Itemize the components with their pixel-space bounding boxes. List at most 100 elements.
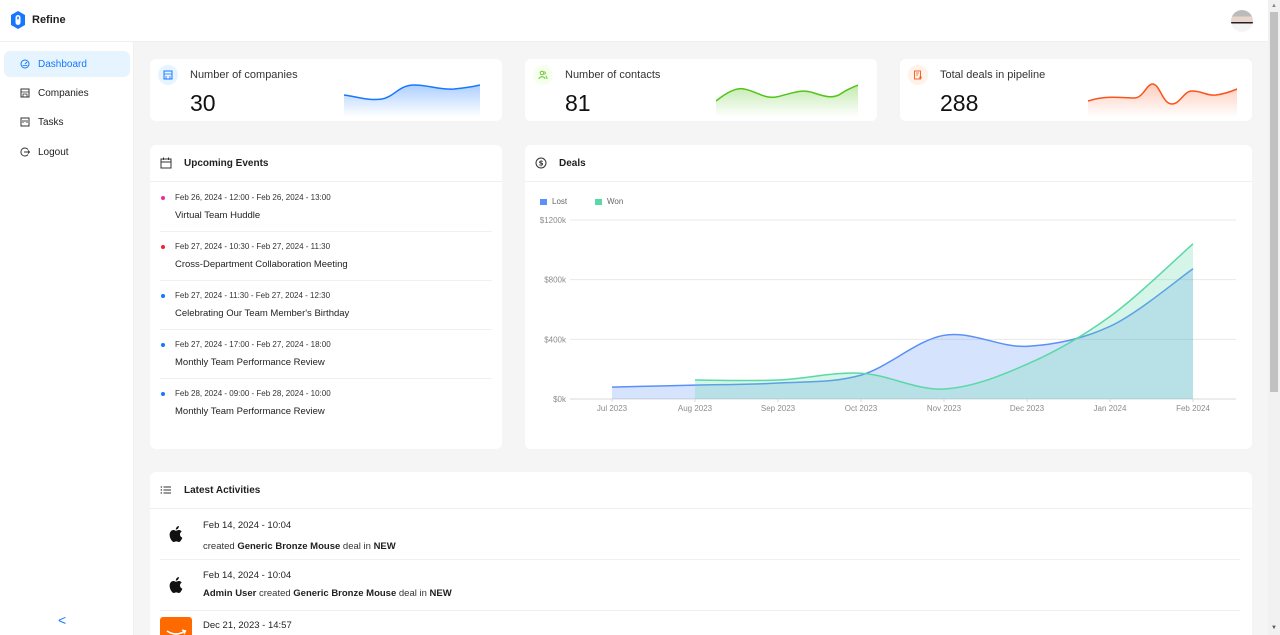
sidebar-item-label: Dashboard xyxy=(38,58,87,70)
svg-text:Oct 2023: Oct 2023 xyxy=(845,404,878,413)
activity-item[interactable]: Feb 14, 2024 - 10:04 Admin User created … xyxy=(160,561,1240,611)
event-date: Feb 27, 2024 - 10:30 - Feb 27, 2024 - 11… xyxy=(175,242,331,251)
event-color-dot xyxy=(161,245,165,249)
shop-icon xyxy=(158,65,178,85)
svg-text:Dec 2023: Dec 2023 xyxy=(1010,404,1045,413)
activity-date: Dec 21, 2023 - 14:57 xyxy=(203,620,292,631)
sidebar-item-tasks[interactable]: Tasks xyxy=(4,109,130,135)
activity-stage: NEW xyxy=(373,541,396,552)
legend-label: Won xyxy=(607,197,624,206)
event-color-dot xyxy=(161,392,165,396)
shop-icon xyxy=(20,88,30,98)
card-title: Deals xyxy=(559,157,586,169)
event-color-dot xyxy=(161,196,165,200)
kpi-value: 30 xyxy=(190,90,216,116)
logout-icon xyxy=(20,147,30,157)
deals-card: $ Deals Lost Won $0k $400k $800k $1200k Jul … xyxy=(525,145,1252,449)
user-avatar[interactable] xyxy=(1231,10,1253,32)
legend-item-won[interactable]: Won xyxy=(595,197,623,206)
svg-text:Jan 2024: Jan 2024 xyxy=(1094,404,1127,413)
sidebar-collapse-button[interactable]: < xyxy=(58,612,67,628)
activity-date: Feb 14, 2024 - 10:04 xyxy=(203,520,292,531)
scroll-down-arrow-icon[interactable]: ▼ xyxy=(1271,625,1277,631)
sidebar-item-label: Logout xyxy=(38,146,69,158)
event-item[interactable]: Feb 26, 2024 - 12:00 - Feb 26, 2024 - 13… xyxy=(160,183,492,232)
scrollbar-thumb[interactable] xyxy=(1270,12,1278,392)
kpi-card-deals: Total deals in pipeline 288 xyxy=(900,59,1252,121)
svg-text:Feb 2024: Feb 2024 xyxy=(1176,404,1210,413)
kpi-card-companies: Number of companies 30 xyxy=(150,59,502,121)
activity-deal: Generic Bronze Mouse xyxy=(293,588,397,599)
svg-text:$400k: $400k xyxy=(544,335,567,344)
activity-item[interactable]: Feb 14, 2024 - 10:04 created Generic Bro… xyxy=(160,510,1240,560)
svg-text:$0k: $0k xyxy=(553,395,567,404)
activity-verb: created xyxy=(258,588,291,599)
activity-item[interactable]: Dec 21, 2023 - 14:57 xyxy=(160,610,1240,635)
event-color-dot xyxy=(161,343,165,347)
event-item[interactable]: Feb 27, 2024 - 11:30 - Feb 27, 2024 - 12… xyxy=(160,281,492,330)
legend-item-lost[interactable]: Lost xyxy=(540,197,567,206)
event-title: Virtual Team Huddle xyxy=(175,210,261,221)
card-header: Upcoming Events xyxy=(150,145,502,182)
calendar-icon xyxy=(160,157,172,169)
event-title: Cross-Department Collaboration Meeting xyxy=(175,259,348,270)
team-icon xyxy=(533,65,553,85)
activity-text: Admin User created Generic Bronze Mouse … xyxy=(203,588,452,599)
upcoming-events-card: Upcoming Events Feb 26, 2024 - 12:00 - F… xyxy=(150,145,502,449)
kpi-value: 288 xyxy=(940,90,979,116)
svg-text:$1200k: $1200k xyxy=(540,216,567,225)
latest-activities-card: Latest Activities Feb 14, 2024 - 10:04 c… xyxy=(150,472,1252,635)
svg-text:$800k: $800k xyxy=(544,276,567,285)
apple-logo-icon xyxy=(166,522,188,546)
legend-swatch xyxy=(595,198,602,205)
sidebar: Dashboard Companies Tasks Logout < xyxy=(0,42,134,635)
card-header: Latest Activities xyxy=(150,472,1252,509)
event-date: Feb 27, 2024 - 17:00 - Feb 27, 2024 - 18… xyxy=(175,340,331,349)
refine-logo-icon xyxy=(11,11,25,29)
amazon-logo-icon xyxy=(160,617,192,635)
event-item[interactable]: Feb 27, 2024 - 17:00 - Feb 27, 2024 - 18… xyxy=(160,330,492,379)
apple-logo-icon xyxy=(166,573,188,597)
kpi-label: Total deals in pipeline xyxy=(940,69,1046,81)
scroll-up-arrow-icon[interactable]: ▲ xyxy=(1271,3,1277,9)
event-color-dot xyxy=(161,294,165,298)
dollar-icon: $ xyxy=(535,157,547,169)
event-item[interactable]: Feb 27, 2024 - 10:30 - Feb 27, 2024 - 11… xyxy=(160,232,492,281)
activity-user: Admin User xyxy=(203,588,257,599)
svg-text:Sep 2023: Sep 2023 xyxy=(761,404,796,413)
audit-icon xyxy=(908,65,928,85)
event-title: Monthly Team Performance Review xyxy=(175,406,325,417)
svg-text:Nov 2023: Nov 2023 xyxy=(927,404,962,413)
deals-area-chart[interactable]: $0k $400k $800k $1200k Jul 2023 Aug 2023 Sep 2… xyxy=(525,145,1252,449)
svg-text:$: $ xyxy=(539,160,544,168)
kpi-label: Number of contacts xyxy=(565,69,661,81)
activity-stage: NEW xyxy=(429,588,452,599)
sidebar-item-label: Companies xyxy=(38,87,89,99)
deals-sparkline xyxy=(1088,83,1237,117)
event-date: Feb 27, 2024 - 11:30 - Feb 27, 2024 - 12… xyxy=(175,291,331,300)
activity-verb: created xyxy=(203,541,235,552)
app-logo[interactable]: Refine xyxy=(10,11,66,29)
sidebar-item-logout[interactable]: Logout xyxy=(4,139,130,165)
card-header: $ Deals xyxy=(525,145,1252,182)
svg-text:Jul 2023: Jul 2023 xyxy=(597,404,628,413)
project-icon xyxy=(20,117,30,127)
page-scrollbar[interactable]: ▲ ▼ xyxy=(1268,0,1280,635)
event-item[interactable]: Feb 28, 2024 - 09:00 - Feb 28, 2024 - 10… xyxy=(160,379,492,428)
legend-label: Lost xyxy=(552,197,568,206)
kpi-card-contacts: Number of contacts 81 xyxy=(525,59,877,121)
sidebar-item-companies[interactable]: Companies xyxy=(4,80,130,106)
activity-mid: deal in xyxy=(398,588,427,599)
kpi-value: 81 xyxy=(565,90,591,116)
contacts-sparkline xyxy=(716,84,858,117)
activity-date: Feb 14, 2024 - 10:04 xyxy=(203,570,292,581)
event-title: Monthly Team Performance Review xyxy=(175,357,325,368)
sidebar-item-dashboard[interactable]: Dashboard xyxy=(4,51,130,77)
app-name: Refine xyxy=(32,14,66,26)
activity-text: created Generic Bronze Mouse deal in NEW xyxy=(203,541,396,552)
companies-sparkline xyxy=(344,84,480,117)
card-title: Latest Activities xyxy=(184,484,261,496)
card-title: Upcoming Events xyxy=(184,157,269,169)
top-bar: Refine xyxy=(0,0,1268,42)
activity-mid: deal in xyxy=(342,541,371,552)
